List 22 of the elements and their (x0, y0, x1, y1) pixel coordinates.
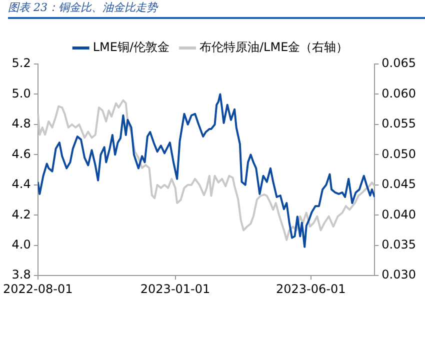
y-tick-label: 4.8 (12, 116, 31, 131)
y2-tick-label: 0.065 (382, 56, 416, 70)
y2-tick-label: 0.030 (382, 268, 416, 282)
y-tick-label: 4.6 (12, 146, 31, 161)
y2-tick-label: 0.055 (382, 116, 416, 131)
legend-label: 布伦特原油/LME金（右轴） (200, 40, 348, 54)
legend-label: LME铜/伦敦金 (92, 40, 170, 54)
x-tick-label: 2023-01-01 (140, 282, 210, 296)
y2-tick-label: 0.060 (382, 86, 416, 100)
y2-tick-label: 0.035 (382, 237, 416, 252)
y-tick-label: 5.0 (12, 86, 31, 100)
y2-tick-label: 0.040 (382, 207, 416, 222)
x-tick-label: 2023-06-01 (276, 282, 346, 296)
y2-tick-label: 0.050 (382, 146, 416, 161)
y-tick-label: 3.8 (12, 268, 31, 282)
y-tick-label: 5.2 (12, 56, 31, 70)
y-tick-label: 4.4 (12, 177, 31, 192)
chart-title: 图表 23：铜金比、油金比走势 (8, 0, 158, 15)
x-tick-label: 2022-08-01 (2, 282, 73, 296)
y-tick-label: 4.0 (12, 237, 31, 252)
y-tick-label: 4.2 (12, 207, 31, 222)
y2-tick-label: 0.045 (382, 177, 416, 192)
